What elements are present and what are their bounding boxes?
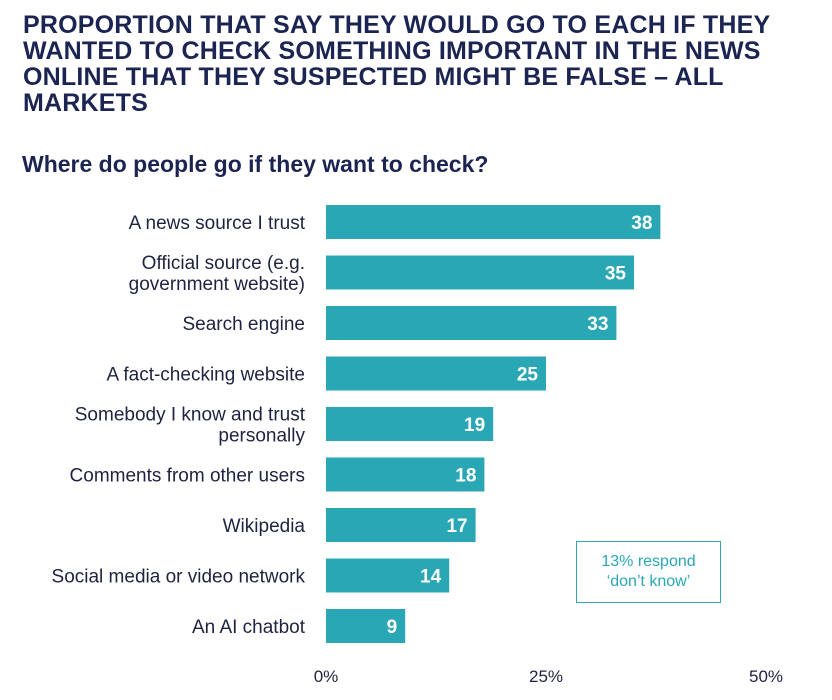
- bar: [326, 407, 494, 441]
- x-tick-label: 50%: [749, 667, 783, 686]
- x-axis: 0% 25% 50%: [314, 667, 783, 686]
- chart-subtitle: Where do people go if they want to check…: [22, 151, 489, 177]
- category-label: Official source (e.g.: [142, 253, 305, 274]
- note-line-2: ‘don’t know’: [606, 573, 691, 590]
- category-label: personally: [218, 426, 305, 447]
- bar-value-label: 33: [587, 314, 608, 335]
- category-label: An AI chatbot: [192, 617, 306, 638]
- chart-title: PROPORTION THAT SAY THEY WOULD GO TO EAC…: [23, 11, 770, 117]
- bar-value-label: 18: [455, 466, 476, 487]
- note-line-1: 13% respond: [601, 553, 696, 570]
- bar-value-label: 19: [464, 415, 485, 436]
- bar: [326, 205, 661, 239]
- bar: [326, 609, 406, 643]
- x-tick-label: 0%: [314, 667, 339, 686]
- bar-value-label: 35: [605, 264, 627, 285]
- category-label: Wikipedia: [223, 516, 306, 537]
- bars-layer: 38 35 33 25 19 18 17 14 9: [326, 205, 661, 643]
- bar: [326, 508, 476, 542]
- bar: [326, 558, 450, 593]
- category-label: Search engine: [182, 314, 305, 335]
- bar-value-label: 25: [517, 365, 539, 386]
- category-label: government website): [129, 274, 305, 295]
- x-tick-label: 25%: [529, 667, 563, 686]
- category-label: Comments from other users: [70, 466, 305, 487]
- bar-value-label: 14: [420, 567, 442, 588]
- bar-value-label: 38: [631, 213, 652, 234]
- bar-value-label: 17: [446, 516, 467, 537]
- dont-know-note: 13% respond ‘don’t know’: [576, 541, 721, 603]
- bar: [326, 356, 546, 391]
- category-label: A fact-checking website: [106, 365, 305, 386]
- bar: [326, 255, 634, 290]
- category-label: A news source I trust: [129, 213, 306, 234]
- category-labels-layer: A news source I trust Official source (e.…: [52, 213, 306, 638]
- bar: [326, 457, 485, 492]
- category-label: Somebody I know and trust: [75, 405, 306, 426]
- bar: [326, 306, 617, 340]
- category-label: Social media or video network: [52, 567, 306, 588]
- bar-value-label: 9: [387, 617, 398, 638]
